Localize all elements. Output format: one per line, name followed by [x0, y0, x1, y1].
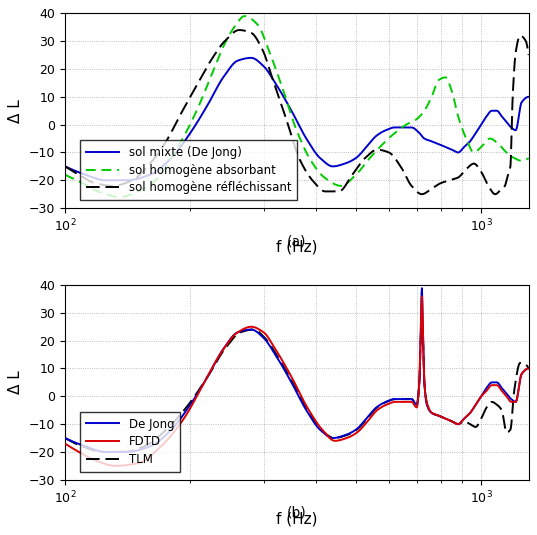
sol homogène réfléchissant: [525, 52, 532, 58]
sol mixte (De Jong): [140, 174, 147, 180]
sol homogène réfléchissant: [263, 57, 270, 63]
sol homogène réfléchissant: [419, 191, 425, 197]
FDTD: [525, 365, 532, 372]
Line: sol homogène réfléchissant: sol homogène réfléchissant: [65, 30, 528, 194]
De Jong: [124, 449, 130, 455]
TLM: [219, 350, 225, 357]
sol mixte (De Jong): [62, 163, 68, 170]
TLM: [62, 435, 68, 441]
sol homogène réfléchissant: [218, 42, 224, 48]
De Jong: [103, 449, 109, 455]
sol homogène absorbant: [116, 194, 122, 200]
TLM: [315, 424, 322, 431]
sol mixte (De Jong): [248, 55, 254, 61]
sol homogène réfléchissant: [140, 168, 146, 174]
FDTD: [306, 407, 312, 414]
Line: FDTD: FDTD: [65, 296, 528, 466]
FDTD: [140, 458, 147, 464]
sol homogène absorbant: [241, 13, 248, 19]
FDTD: [124, 462, 130, 468]
Line: De Jong: De Jong: [65, 288, 528, 452]
sol homogène absorbant: [525, 155, 532, 161]
sol mixte (De Jong): [525, 94, 532, 100]
TLM: [99, 449, 106, 455]
Line: sol mixte (De Jong): sol mixte (De Jong): [65, 58, 528, 180]
sol mixte (De Jong): [264, 67, 270, 73]
sol mixte (De Jong): [219, 77, 225, 83]
sol mixte (De Jong): [103, 177, 109, 184]
X-axis label: f (Hz): f (Hz): [276, 511, 317, 526]
De Jong: [219, 348, 225, 355]
sol homogène absorbant: [62, 172, 68, 178]
De Jong: [315, 425, 322, 432]
De Jong: [306, 411, 312, 418]
Line: sol homogène absorbant: sol homogène absorbant: [65, 16, 528, 197]
De Jong: [140, 446, 147, 452]
FDTD: [419, 293, 425, 300]
sol homogène réfléchissant: [124, 180, 130, 186]
TLM: [419, 318, 425, 325]
De Jong: [419, 285, 425, 292]
TLM: [124, 448, 130, 455]
TLM: [525, 365, 532, 372]
Legend: sol mixte (De Jong), sol homogène absorbant, sol homogène réfléchissant: sol mixte (De Jong), sol homogène absorb…: [80, 140, 297, 200]
Line: TLM: TLM: [65, 322, 528, 452]
FDTD: [219, 349, 225, 355]
sol homogène absorbant: [264, 42, 270, 48]
sol homogène absorbant: [124, 193, 130, 199]
sol homogène réfléchissant: [62, 163, 68, 170]
FDTD: [112, 463, 119, 469]
sol mixte (De Jong): [306, 140, 313, 147]
De Jong: [263, 338, 270, 345]
X-axis label: f (Hz): f (Hz): [276, 240, 317, 255]
sol mixte (De Jong): [316, 154, 322, 160]
sol homogène réfléchissant: [306, 173, 312, 179]
TLM: [263, 337, 270, 343]
Text: (b): (b): [287, 506, 307, 520]
De Jong: [525, 365, 532, 372]
FDTD: [315, 422, 322, 429]
De Jong: [62, 435, 68, 441]
Y-axis label: Δ L: Δ L: [9, 371, 23, 394]
Y-axis label: Δ L: Δ L: [9, 99, 23, 123]
sol homogène réfléchissant: [236, 27, 242, 33]
TLM: [140, 444, 147, 450]
sol homogène absorbant: [140, 186, 147, 192]
Text: (a): (a): [287, 234, 307, 248]
sol homogène absorbant: [316, 169, 322, 175]
Legend: De Jong, FDTD, TLM: De Jong, FDTD, TLM: [80, 412, 180, 472]
sol homogène absorbant: [306, 155, 313, 162]
FDTD: [62, 440, 68, 447]
TLM: [306, 410, 312, 416]
sol homogène réfléchissant: [315, 184, 322, 190]
sol homogène absorbant: [219, 47, 225, 54]
sol mixte (De Jong): [124, 177, 130, 184]
FDTD: [263, 332, 270, 338]
